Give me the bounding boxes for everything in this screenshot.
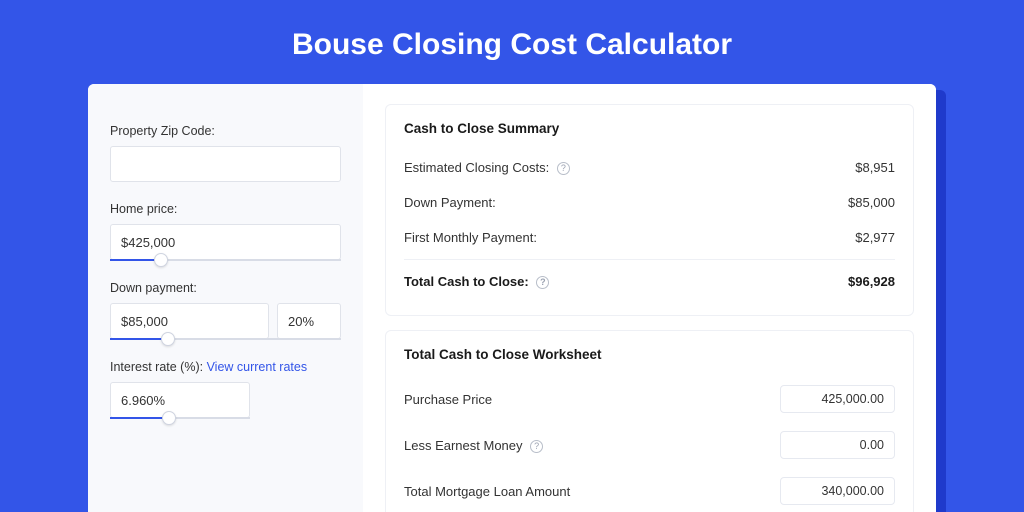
home-price-slider[interactable] xyxy=(110,259,341,261)
down-payment-slider[interactable] xyxy=(110,338,341,340)
help-icon[interactable]: ? xyxy=(557,162,570,175)
summary-total-value: $96,928 xyxy=(848,274,895,289)
worksheet-panel: Total Cash to Close Worksheet Purchase P… xyxy=(385,330,914,512)
summary-total-row: Total Cash to Close: ? $96,928 xyxy=(404,259,895,299)
view-rates-link[interactable]: View current rates xyxy=(207,360,308,374)
interest-rate-field-group: Interest rate (%): View current rates xyxy=(110,360,341,419)
down-payment-slider-thumb[interactable] xyxy=(161,332,175,346)
down-payment-field-group: Down payment: xyxy=(110,281,341,340)
interest-rate-slider-fill xyxy=(110,417,169,419)
down-payment-pct-input[interactable] xyxy=(277,303,341,339)
summary-panel: Cash to Close Summary Estimated Closing … xyxy=(385,104,914,316)
worksheet-row-label: Purchase Price xyxy=(404,392,492,407)
help-icon[interactable]: ? xyxy=(536,276,549,289)
worksheet-row-input[interactable] xyxy=(780,385,895,413)
interest-rate-slider-thumb[interactable] xyxy=(162,411,176,425)
worksheet-row-input[interactable] xyxy=(780,431,895,459)
zip-label: Property Zip Code: xyxy=(110,124,341,138)
worksheet-row-label: Total Mortgage Loan Amount xyxy=(404,484,570,499)
zip-field-group: Property Zip Code: xyxy=(110,124,341,182)
summary-label-text: Estimated Closing Costs: xyxy=(404,160,549,175)
worksheet-heading: Total Cash to Close Worksheet xyxy=(404,347,895,362)
summary-row: Estimated Closing Costs: ? $8,951 xyxy=(404,150,895,185)
page-title: Bouse Closing Cost Calculator xyxy=(0,0,1024,84)
summary-row: First Monthly Payment: $2,977 xyxy=(404,220,895,255)
down-payment-row xyxy=(110,303,341,339)
summary-row-label: Estimated Closing Costs: ? xyxy=(404,160,570,175)
home-price-slider-thumb[interactable] xyxy=(154,253,168,267)
worksheet-row-label: Less Earnest Money ? xyxy=(404,438,543,453)
worksheet-label-text: Less Earnest Money xyxy=(404,438,523,453)
interest-rate-slider[interactable] xyxy=(110,417,250,419)
down-payment-input[interactable] xyxy=(110,303,269,339)
help-icon[interactable]: ? xyxy=(530,440,543,453)
interest-rate-label: Interest rate (%): View current rates xyxy=(110,360,341,374)
summary-row-value: $2,977 xyxy=(855,230,895,245)
home-price-label: Home price: xyxy=(110,202,341,216)
worksheet-row-input[interactable] xyxy=(780,477,895,505)
zip-input[interactable] xyxy=(110,146,341,182)
worksheet-row: Less Earnest Money ? xyxy=(404,422,895,468)
home-price-input[interactable] xyxy=(110,224,341,260)
interest-rate-input[interactable] xyxy=(110,382,250,418)
interest-rate-input-wrap xyxy=(110,382,250,419)
interest-rate-label-text: Interest rate (%): xyxy=(110,360,207,374)
calculator-card-wrapper: Property Zip Code: Home price: Down paym… xyxy=(88,84,936,512)
summary-row-value: $85,000 xyxy=(848,195,895,210)
home-price-field-group: Home price: xyxy=(110,202,341,261)
summary-heading: Cash to Close Summary xyxy=(404,121,895,136)
summary-row-value: $8,951 xyxy=(855,160,895,175)
summary-total-label: Total Cash to Close: ? xyxy=(404,274,549,289)
inputs-column: Property Zip Code: Home price: Down paym… xyxy=(88,84,363,512)
down-payment-label: Down payment: xyxy=(110,281,341,295)
summary-row: Down Payment: $85,000 xyxy=(404,185,895,220)
summary-total-label-text: Total Cash to Close: xyxy=(404,274,529,289)
worksheet-row: Total Mortgage Loan Amount xyxy=(404,468,895,512)
summary-row-label: Down Payment: xyxy=(404,195,496,210)
calculator-card: Property Zip Code: Home price: Down paym… xyxy=(88,84,936,512)
results-column: Cash to Close Summary Estimated Closing … xyxy=(363,84,936,512)
down-payment-slider-fill xyxy=(110,338,168,340)
summary-row-label: First Monthly Payment: xyxy=(404,230,537,245)
worksheet-row: Purchase Price xyxy=(404,376,895,422)
